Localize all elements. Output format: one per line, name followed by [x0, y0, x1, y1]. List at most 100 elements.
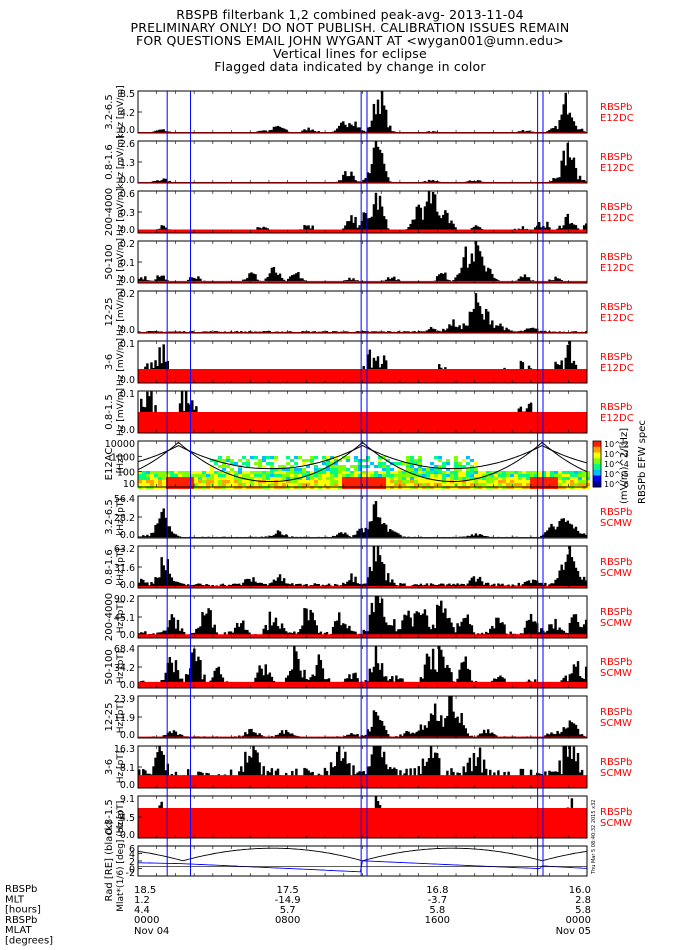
heatmap-cell: [442, 477, 446, 480]
data-bar: [346, 734, 349, 738]
data-bar: [444, 667, 447, 688]
data-bar: [464, 246, 467, 283]
heatmap-cell: [586, 483, 590, 486]
heatmap-cell: [550, 480, 554, 483]
data-bar: [380, 721, 384, 738]
data-bar: [491, 732, 494, 738]
data-bar: [476, 302, 480, 333]
data-bar: [368, 217, 372, 233]
heatmap-cell: [434, 465, 438, 468]
heatmap-cell: [414, 483, 418, 486]
data-bar: [423, 664, 427, 688]
data-bar: [254, 581, 257, 588]
heatmap-cell: [382, 468, 386, 471]
data-bar: [195, 628, 198, 638]
data-bar: [364, 178, 367, 183]
data-bar: [174, 731, 178, 738]
heatmap-cell: [274, 474, 278, 477]
data-bar: [146, 582, 149, 588]
data-bar: [448, 324, 451, 333]
flag-fill: [138, 412, 587, 433]
data-bar: [438, 215, 441, 233]
data-bar: [572, 224, 576, 233]
data-bar: [407, 610, 410, 638]
data-bar: [382, 523, 386, 538]
heatmap-cell: [366, 471, 370, 474]
data-bar: [538, 582, 541, 588]
data-bar: [144, 582, 147, 588]
data-bar: [425, 615, 429, 638]
data-bar: [456, 583, 459, 588]
data-bar: [384, 171, 388, 183]
title-line-2: PRELIMINARY ONLY! DO NOT PUBLISH. CALIBR…: [130, 20, 570, 35]
data-bar: [150, 582, 153, 588]
heatmap-cell: [582, 480, 586, 483]
data-bar: [580, 579, 584, 588]
data-bar: [291, 669, 294, 688]
data-bar: [274, 533, 278, 538]
heatmap-cell: [318, 477, 322, 480]
data-bar: [564, 561, 567, 588]
data-bar: [454, 277, 457, 283]
heatmap-cell: [510, 471, 514, 474]
heatmap-cell: [414, 480, 418, 483]
data-bar: [572, 528, 576, 538]
data-bar: [584, 666, 588, 688]
y-tick-label: 23.9: [114, 694, 135, 705]
heatmap-cell: [178, 483, 182, 486]
y-tick-label: 0.1: [120, 339, 135, 350]
data-bar: [158, 180, 161, 183]
data-bar: [303, 129, 306, 133]
heatmap-cell: [138, 471, 142, 474]
data-bar: [280, 534, 284, 538]
data-bar: [252, 577, 255, 588]
heatmap-cell: [422, 471, 426, 474]
heatmap-cell: [378, 462, 382, 465]
plot-title: RBSPB filterbank 1,2 combined peak-avg- …: [0, 8, 700, 73]
data-bar: [244, 579, 247, 588]
data-bar: [364, 734, 367, 738]
heatmap-cell: [394, 483, 398, 486]
data-bar: [254, 750, 257, 788]
heatmap-cell: [394, 462, 398, 465]
y-tick-label: 31.6: [114, 563, 135, 574]
data-bar: [531, 621, 535, 638]
data-bar: [219, 674, 223, 688]
data-bar: [487, 582, 490, 588]
data-bar: [166, 526, 170, 538]
heatmap-cell: [470, 465, 474, 468]
heatmap-cell: [238, 480, 242, 483]
y-units-label: Hz [mV/m]: [116, 238, 126, 286]
heatmap-cell: [422, 483, 426, 486]
panel-13: [137, 745, 588, 789]
heatmap-cell: [290, 483, 294, 486]
data-bar: [566, 142, 570, 183]
data-bar: [368, 349, 372, 383]
data-bar: [425, 201, 429, 233]
heatmap-cell: [294, 456, 298, 459]
data-bar: [344, 751, 347, 788]
data-bar: [350, 171, 353, 183]
data-bar: [372, 204, 376, 233]
data-bar: [358, 528, 361, 538]
data-bar: [517, 582, 521, 588]
panel-label-inst: SCMW: [600, 668, 632, 679]
data-bar: [456, 623, 459, 638]
data-bar: [172, 533, 176, 538]
data-bar: [384, 219, 388, 233]
heatmap-cell: [554, 477, 558, 480]
heatmap-cell: [350, 474, 354, 477]
heatmap-cell: [422, 480, 426, 483]
data-bar: [403, 733, 406, 738]
heatmap-cell: [514, 477, 518, 480]
data-bar: [360, 130, 363, 133]
heatmap-cell: [330, 468, 334, 471]
panel-label-inst: E12DC: [600, 363, 634, 374]
data-bar: [197, 627, 200, 638]
heatmap-cell: [150, 477, 154, 480]
heatmap-cell: [166, 480, 170, 483]
heatmap-cell: [446, 459, 450, 462]
data-bar: [433, 194, 437, 233]
data-bar: [380, 562, 384, 588]
data-bar: [382, 616, 386, 638]
